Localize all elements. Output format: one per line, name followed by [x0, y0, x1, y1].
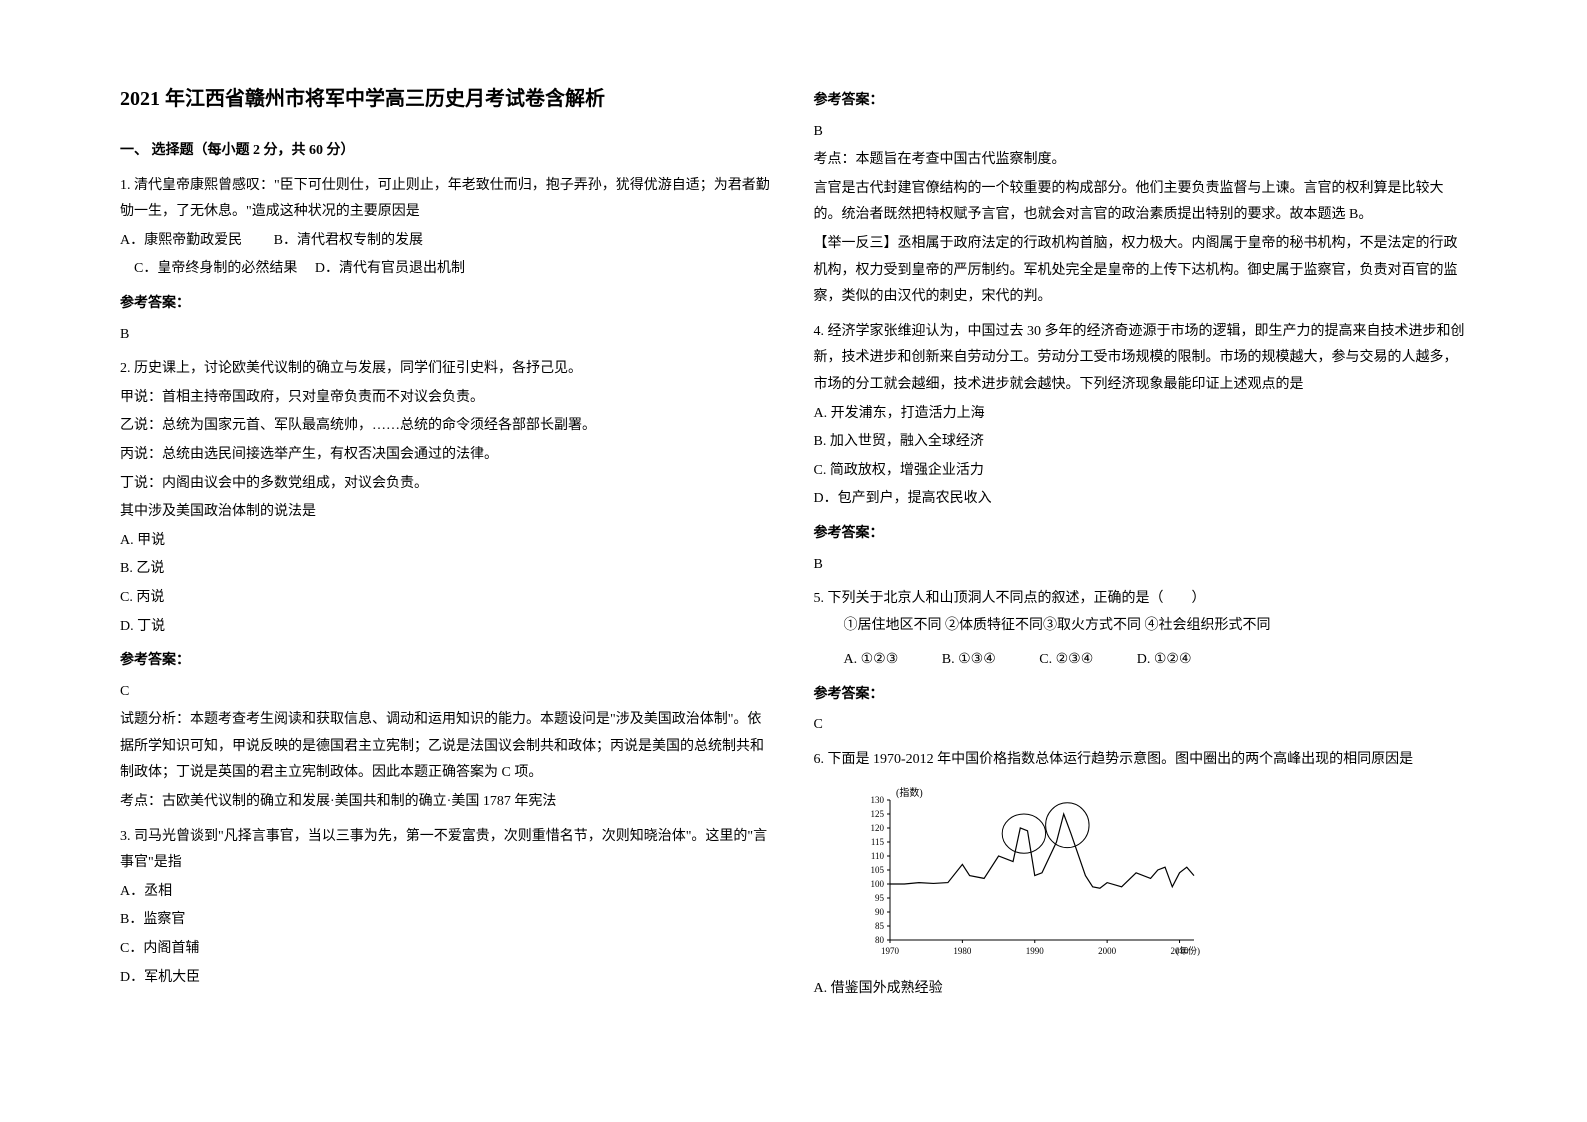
answer-label: 参考答案：	[120, 648, 774, 675]
price-index-chart: (指数) 80 85 90 95 100 105 110 115 120 125 130 1970 198…	[814, 784, 1468, 975]
q3-answer: B	[814, 119, 1468, 146]
q5-opt-b: B. ①③④	[942, 647, 996, 674]
chart-svg: (指数) 80 85 90 95 100 105 110 115 120 125 130 1970 198…	[844, 784, 1204, 964]
q2-point: 考点：古欧美代议制的确立和发展·美国共和制的确立·美国 1787 年宪法	[120, 789, 774, 816]
q1-answer: B	[120, 322, 774, 349]
q4-answer: B	[814, 552, 1468, 579]
q2-l1: 2. 历史课上，讨论欧美代议制的确立与发展，同学们征引史料，各抒己见。	[120, 356, 774, 383]
q1-opt-c: C．皇帝终身制的必然结果	[134, 261, 297, 276]
q2-opt-a: A. 甲说	[120, 528, 774, 555]
q3-opt-c: C．内阁首辅	[120, 936, 774, 963]
q1-opt-d: D．清代有官员退出机制	[315, 261, 465, 276]
q6-text: 6. 下面是 1970-2012 年中国价格指数总体运行趋势示意图。图中圈出的两…	[814, 747, 1468, 774]
svg-text:100: 100	[870, 879, 884, 889]
q1-options-row2: C．皇帝终身制的必然结果 D．清代有官员退出机制	[120, 256, 774, 283]
page-title: 2021 年江西省赣州市将军中学高三历史月考试卷含解析	[120, 80, 774, 118]
q3-opt-a: A．丞相	[120, 879, 774, 906]
q5-text: 5. 下列关于北京人和山顶洞人不同点的叙述，正确的是（ ）	[814, 586, 1468, 613]
q2-l4: 丙说：总统由选民间接选举产生，有权否决国会通过的法律。	[120, 442, 774, 469]
svg-text:90: 90	[875, 907, 885, 917]
q6-opt-a: A. 借鉴国外成熟经验	[814, 976, 1468, 1003]
svg-text:120: 120	[870, 823, 884, 833]
q5-answer: C	[814, 712, 1468, 739]
answer-label: 参考答案：	[814, 521, 1468, 548]
q2-opt-d: D. 丁说	[120, 614, 774, 641]
svg-text:(指数): (指数)	[896, 786, 923, 799]
q3-opt-b: B．监察官	[120, 907, 774, 934]
q4-opt-c: C. 简政放权，增强企业活力	[814, 458, 1468, 485]
q2-answer: C	[120, 679, 774, 706]
q2-analysis: 试题分析：本题考查考生阅读和获取信息、调动和运用知识的能力。本题设问是"涉及美国…	[120, 707, 774, 787]
q3-text: 3. 司马光曾谈到"凡择言事官，当以三事为先，第一不爱富贵，次则重惜名节，次则知…	[120, 824, 774, 877]
svg-text:125: 125	[870, 809, 884, 819]
q5-opt-c: C. ②③④	[1039, 647, 1093, 674]
q1-text: 1. 清代皇帝康熙曾感叹："臣下可仕则仕，可止则止，年老致仕而归，抱子弄孙，犹得…	[120, 173, 774, 226]
q3-analysis2: 【举一反三】丞相属于政府法定的行政机构首脑，权力极大。内阁属于皇帝的秘书机构，不…	[814, 231, 1468, 311]
q1-options-row1: A．康熙帝勤政爱民 B．清代君权专制的发展	[120, 228, 774, 255]
svg-text:85: 85	[875, 921, 885, 931]
svg-text:1980: 1980	[953, 946, 972, 956]
q3-analysis1: 言官是古代封建官僚结构的一个较重要的构成部分。他们主要负责监督与上谏。言官的权利…	[814, 176, 1468, 229]
section-title: 一、 选择题（每小题 2 分，共 60 分）	[120, 138, 774, 165]
svg-text:(年份): (年份)	[1176, 945, 1200, 956]
svg-text:1970: 1970	[881, 946, 900, 956]
q4-text: 4. 经济学家张维迎认为，中国过去 30 多年的经济奇迹源于市场的逻辑，即生产力…	[814, 319, 1468, 399]
svg-text:115: 115	[870, 837, 884, 847]
q1-opt-b: B．清代君权专制的发展	[274, 233, 423, 248]
svg-text:80: 80	[875, 935, 885, 945]
q5-opt-a: A. ①②③	[844, 647, 899, 674]
svg-text:110: 110	[870, 851, 884, 861]
q4-opt-b: B. 加入世贸，融入全球经济	[814, 429, 1468, 456]
answer-label: 参考答案：	[120, 291, 774, 318]
q3-opt-d: D．军机大臣	[120, 965, 774, 992]
q5-options: A. ①②③ B. ①③④ C. ②③④ D. ①②④	[814, 647, 1468, 674]
q2-l6: 其中涉及美国政治体制的说法是	[120, 499, 774, 526]
q4-opt-a: A. 开发浦东，打造活力上海	[814, 401, 1468, 428]
svg-text:1990: 1990	[1025, 946, 1044, 956]
q2-l3: 乙说：总统为国家元首、军队最高统帅，……总统的命令须经各部部长副署。	[120, 413, 774, 440]
svg-text:105: 105	[870, 865, 884, 875]
q1-opt-a: A．康熙帝勤政爱民	[120, 233, 242, 248]
svg-text:2000: 2000	[1098, 946, 1117, 956]
answer-label: 参考答案：	[814, 682, 1468, 709]
q2-opt-c: C. 丙说	[120, 585, 774, 612]
q3-point: 考点：本题旨在考查中国古代监察制度。	[814, 147, 1468, 174]
svg-text:95: 95	[875, 893, 885, 903]
answer-label: 参考答案：	[814, 88, 1468, 115]
q4-opt-d: D．包产到户，提高农民收入	[814, 486, 1468, 513]
q5-choices: ①居住地区不同 ②体质特征不同③取火方式不同 ④社会组织形式不同	[814, 613, 1468, 640]
q2-opt-b: B. 乙说	[120, 556, 774, 583]
q5-opt-d: D. ①②④	[1137, 647, 1192, 674]
q2-l5: 丁说：内阁由议会中的多数党组成，对议会负责。	[120, 471, 774, 498]
svg-text:130: 130	[870, 795, 884, 805]
q2-l2: 甲说：首相主持帝国政府，只对皇帝负责而不对议会负责。	[120, 385, 774, 412]
